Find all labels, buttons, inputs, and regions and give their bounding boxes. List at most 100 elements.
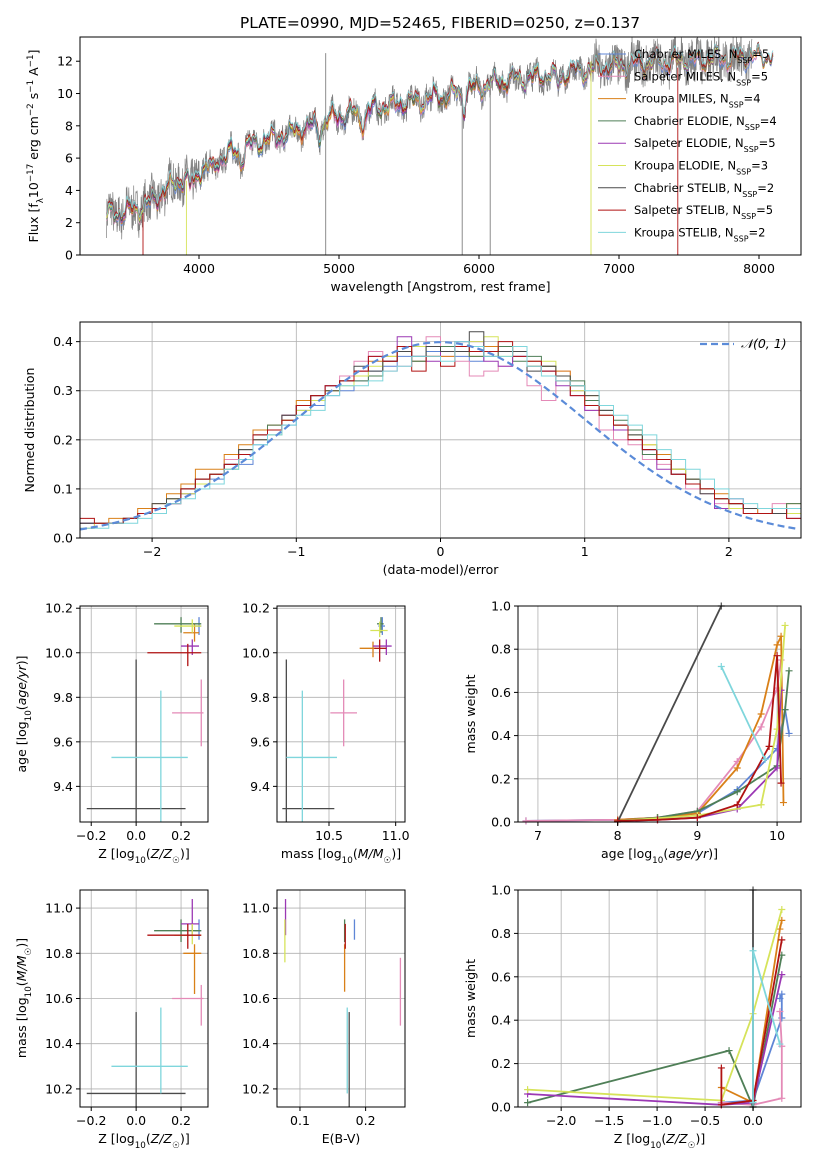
weight-marker bbox=[778, 990, 786, 998]
y-tick-label: 10.2 bbox=[45, 601, 73, 616]
legend-n: , N bbox=[720, 159, 736, 173]
label-part: ☉ bbox=[688, 1141, 696, 1151]
weight-line bbox=[527, 909, 783, 1102]
legend-n-eq: = bbox=[744, 92, 754, 106]
legend-n-eq: = bbox=[760, 114, 770, 128]
axes-residuals: −2 −1 0 1 2 0.0 0.1 0.2 0.3 0.4 (data-model)/error… bbox=[22, 321, 802, 577]
legend-n-sub: SSP bbox=[742, 189, 757, 198]
legend-histogram: 𝒩(0, 1) bbox=[700, 336, 787, 351]
errorbar-point bbox=[183, 944, 202, 994]
y-tick-label: 0.8 bbox=[491, 642, 511, 657]
errorbar-point bbox=[111, 690, 188, 822]
weight-marker bbox=[778, 971, 786, 979]
label-part: A bbox=[26, 67, 41, 80]
label-part: ☉ bbox=[172, 1141, 180, 1151]
y-tick-label: 10.4 bbox=[242, 1036, 270, 1051]
y-tick-label: 10.0 bbox=[45, 645, 73, 660]
frame-residuals: −2 −1 0 1 2 0.0 0.1 0.2 0.3 0.4 (data-model)/error… bbox=[22, 321, 802, 577]
weight-line bbox=[617, 655, 782, 822]
label-part: Z/Z bbox=[150, 846, 173, 861]
x-axis-label: Z [log10(Z/Z☉)] bbox=[98, 1131, 189, 1151]
x-axis-label: mass [log10(M/M☉)] bbox=[281, 846, 401, 866]
x-tick-label: −0.5 bbox=[690, 1113, 720, 1128]
legend-label: Salpeter MILES, NSSP=5 bbox=[634, 69, 768, 87]
weight-marker bbox=[781, 706, 789, 714]
y-tick-label: 0.4 bbox=[491, 1013, 511, 1028]
axes-frame bbox=[79, 605, 209, 823]
label-part: M/M bbox=[358, 846, 384, 861]
errorbar-point bbox=[86, 1012, 186, 1107]
x-tick-label: 0 bbox=[437, 544, 445, 559]
x-tick-label: 0.0 bbox=[126, 828, 146, 843]
y-tick-label: 0.2 bbox=[491, 1056, 511, 1071]
errorbar-point bbox=[373, 639, 392, 655]
legend-n-value: 5 bbox=[766, 203, 773, 217]
y-tick-label: 0.6 bbox=[491, 969, 511, 984]
label-part: 10 bbox=[135, 1141, 146, 1151]
weight-line bbox=[617, 635, 785, 821]
legend-n-eq: = bbox=[752, 47, 762, 61]
y-tick-label: 12 bbox=[57, 54, 73, 69]
legend-n-value: 4 bbox=[769, 114, 776, 128]
legend-label: Chabrier STELIB, NSSP=2 bbox=[634, 181, 774, 199]
errorbar-point bbox=[330, 679, 357, 747]
weight-line bbox=[721, 920, 783, 1105]
legend-n-eq: = bbox=[756, 203, 766, 217]
weight-marker bbox=[749, 1099, 757, 1107]
label-part: age [log bbox=[601, 846, 652, 861]
y-tick-label: 10.6 bbox=[242, 991, 270, 1006]
label-part: ( bbox=[14, 981, 29, 986]
x-tick-label: 10 bbox=[769, 828, 785, 843]
label-part: M/M bbox=[14, 955, 29, 981]
normal-curve bbox=[80, 341, 799, 531]
legend-n-sub: SSP bbox=[745, 122, 760, 131]
errorbar-point bbox=[174, 619, 202, 633]
y-tick-label: 2 bbox=[65, 215, 73, 230]
weight-marker bbox=[749, 947, 757, 955]
errorbar-point bbox=[359, 641, 376, 658]
label-part: )] bbox=[14, 938, 29, 948]
errorbar-point bbox=[172, 984, 204, 1026]
plot-area-z_vs_age bbox=[86, 617, 204, 822]
label-part: s bbox=[26, 93, 41, 104]
legend-n-value: 5 bbox=[762, 47, 769, 61]
legend-series-name: Kroupa ELODIE bbox=[634, 159, 720, 173]
legend-n-value: 5 bbox=[761, 69, 768, 83]
label-part: −1 bbox=[26, 80, 36, 93]
x-tick-label: 5000 bbox=[323, 261, 355, 276]
errorbar-point bbox=[154, 617, 202, 633]
x-tick-label: −2.0 bbox=[546, 1113, 576, 1128]
y-tick-label: 8 bbox=[65, 118, 73, 133]
label-part: Z/Z bbox=[150, 1131, 173, 1146]
label-part: )] bbox=[391, 846, 401, 861]
x-tick-label: 11.0 bbox=[382, 828, 410, 843]
y-tick-label: 10.2 bbox=[242, 1081, 270, 1096]
weights-z_mass_weight bbox=[524, 886, 786, 1111]
weight-marker bbox=[778, 906, 786, 914]
y-tick-label: 10.2 bbox=[45, 1081, 73, 1096]
weight-marker bbox=[778, 1094, 786, 1102]
y-axis-label: age [log10(age/yr)] bbox=[14, 655, 34, 772]
label-part: 10 bbox=[26, 182, 41, 198]
x-tick-label: 0.1 bbox=[290, 1113, 310, 1128]
y-tick-label: 4 bbox=[65, 183, 73, 198]
weight-marker bbox=[757, 723, 765, 731]
legend-n: , N bbox=[720, 69, 736, 83]
x-tick-label: 9 bbox=[693, 828, 701, 843]
weight-line bbox=[617, 625, 786, 822]
y-tick-label: 9.4 bbox=[53, 779, 73, 794]
legend-label: Salpeter ELODIE, NSSP=5 bbox=[634, 136, 776, 154]
y-tick-label: 0.4 bbox=[53, 334, 73, 349]
legend-n-sub: SSP bbox=[737, 56, 752, 65]
label-part: Z [log bbox=[98, 1131, 134, 1146]
label-part: λ bbox=[36, 198, 46, 203]
weight-line bbox=[617, 690, 782, 822]
x-tick-label: 0.0 bbox=[126, 1113, 146, 1128]
weight-marker bbox=[524, 1099, 532, 1107]
histogram-step bbox=[80, 341, 801, 529]
legend-n-value: 3 bbox=[761, 159, 768, 173]
axes-frame bbox=[79, 36, 802, 256]
legend-n-value: 4 bbox=[753, 92, 760, 106]
legend-series-name: Kroupa STELIB bbox=[634, 225, 718, 239]
